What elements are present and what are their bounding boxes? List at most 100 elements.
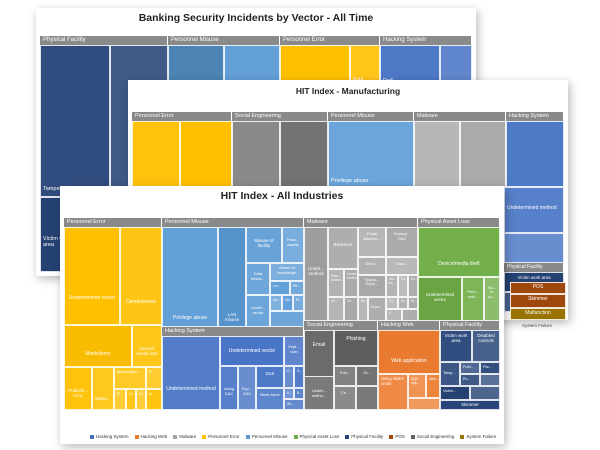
group-header-personnel-error: Personnel Error	[64, 218, 162, 227]
treemap-cell	[232, 121, 280, 187]
treemap-cell-vic-in-pu: Vic... in pu...	[484, 277, 500, 321]
cell-label: Ro...	[411, 277, 418, 281]
treemap-cell-ot: Ot...	[136, 389, 146, 410]
treemap-cell-ran-somw: Ran... somw...	[328, 269, 344, 297]
treemap-cell-ex: Ex...	[398, 275, 408, 297]
treemap-cell-carelessness: Carelessness	[120, 227, 162, 325]
treemap-cell-exp-c-c: Exp... C&C	[238, 366, 256, 410]
legend-item-physical-facility: Physical Facility	[345, 434, 383, 439]
legend-label: Social Engineering	[416, 434, 455, 439]
treemap-cell	[180, 121, 232, 187]
treemap-card-all-industries: HIT Index - All Industries Personnel Err…	[60, 186, 504, 444]
legend-item-personnel-misuse: Personnel Misuse	[245, 434, 288, 439]
cell-label: Dispo...	[95, 396, 111, 401]
treemap-cell-skimmer: Skimmer	[440, 400, 500, 410]
cell-label: Undetermined vector	[68, 295, 116, 301]
cell-label: K...	[389, 311, 394, 315]
cell-label: B...	[297, 391, 303, 395]
cell-label: Ot...	[363, 371, 371, 375]
treemap-cell-backdoor: Backdoor	[328, 227, 358, 269]
cell-label: Ce...	[347, 299, 354, 303]
treemap-cell	[408, 398, 440, 410]
legend-label: Hacking System	[96, 434, 129, 439]
legend-item-system-failure: System Failure	[460, 434, 496, 439]
cell-label: Victim...	[443, 389, 457, 393]
cell-label: Pl...	[296, 298, 303, 302]
cell-label: Exp... C&C	[241, 386, 253, 396]
group-header-hacking-system: Hacking System	[380, 36, 472, 45]
cell-label: SQL inje...	[411, 377, 421, 386]
treemap-cell	[414, 121, 460, 187]
cell-label: Brute force	[260, 392, 280, 397]
treemap-cell-undet-method: Undet... method	[304, 227, 328, 321]
cell-label: Undetermined method	[166, 386, 216, 392]
treemap-cell-web: Web...	[426, 374, 440, 398]
cell-label: Device/ media loss	[136, 346, 158, 357]
legend-label: Physical Asset Loss	[299, 434, 340, 439]
group-header-malware: Malware	[414, 112, 506, 121]
treemap-cell-device-media-loss: Device/ media loss	[132, 325, 162, 367]
cell-label: Skimmer	[528, 296, 548, 302]
treemap-cell-using-stolen-creds: Using stolen creds	[378, 374, 408, 410]
treemap-cell-un: Un...	[270, 295, 282, 311]
legend-fragment-system-failure: System Failure	[522, 323, 553, 328]
cell-label: Tampering	[43, 185, 69, 192]
treemap-cell-lin: Lin...	[270, 281, 290, 295]
legend-label: Personnel Misuse	[251, 434, 288, 439]
group-header-social-engineering: Social Engineering	[304, 321, 378, 330]
cell-label: Re...	[293, 284, 301, 288]
cell-label: Misconfigur...	[117, 369, 141, 374]
legend-item-social-engineering: Social Engineering	[410, 434, 455, 439]
cell-label: Ot...	[331, 299, 338, 303]
cell-label: Publishi... error	[68, 388, 88, 399]
cell-label: Wi...	[287, 402, 294, 406]
cell-label: Using stolen creds	[381, 376, 405, 386]
cell-label: Using C&C	[223, 386, 235, 396]
legend-swatch	[389, 434, 394, 439]
group-header-physical-facility: Physical Facility	[504, 263, 564, 272]
legend-item-hacking-web: Hacking Web	[134, 434, 167, 439]
treemap-cell-in: In...	[146, 389, 162, 410]
cell-label: Privilege abuse	[172, 315, 208, 322]
cell-label: Deployi... C&C	[393, 231, 411, 241]
treemap-cell-undetermined-vector: Undetermined vector	[418, 277, 462, 321]
treemap-cell-dos: DoS	[256, 366, 284, 388]
cell-label: Publ...	[463, 365, 474, 369]
treemap-cell-s: S...	[294, 366, 304, 388]
treemap-cell-pers-vehi: Pers... vehi...	[462, 277, 484, 321]
treemap-cell-disabled-controls: Disabled controls	[472, 330, 500, 362]
group-header-personnel-error: Personnel Error	[132, 112, 232, 121]
treemap-cell-b: B...	[294, 388, 304, 399]
treemap-cell-vul-ex: Vul... ex...	[386, 275, 398, 297]
legend-label: Malware	[179, 434, 197, 439]
legend-swatch	[410, 434, 415, 439]
treemap-cell-deployi-c-c: Deployi... C&C	[386, 227, 418, 257]
treemap-cell-data-misha: Data misha...	[246, 263, 270, 295]
group-header-personnel-misuse: Personnel Misuse	[162, 218, 304, 227]
treemap-cell-ce: Ce...	[344, 297, 358, 321]
group-header-hacking-system: Hacking System	[162, 327, 304, 336]
treemap-cell-victim: Victim...	[440, 386, 470, 400]
treemap-cell-undetermined-vector: Undetermined vector	[220, 336, 284, 366]
cell-label: Poss... assets	[286, 237, 300, 247]
cell-label: LAN misuse	[224, 311, 240, 322]
treemap-cell-ex: Ex...	[386, 297, 398, 309]
treemap-cell-undetermined-vector: Undetermined vector	[504, 233, 564, 263]
legend-label: POS	[395, 434, 405, 439]
treemap-cell-undetermined-method: Undetermined method	[504, 187, 564, 233]
legend-swatch	[245, 434, 250, 439]
cell-label: Web...	[429, 377, 440, 381]
cell-label: Pr...	[149, 370, 156, 374]
cell-label: Misdelivery	[85, 351, 111, 357]
treemap-cell-spywa-keylo: Spywa... Keylo...	[358, 275, 386, 297]
cell-label: Gi...	[129, 392, 136, 396]
treemap-cell-using-c-c: Using C&C	[220, 366, 238, 410]
treemap-cell-pos: POS	[510, 282, 566, 294]
legend-swatch	[173, 434, 178, 439]
cell-label: Expor...	[371, 305, 383, 309]
treemap-cell-direct: Direct...	[358, 257, 386, 275]
group-header-malware: Malware	[304, 218, 418, 227]
treemap-cell-pr: Pr...	[114, 389, 126, 410]
treemap-cell-undetermined-method: Undetermined method	[162, 336, 220, 410]
